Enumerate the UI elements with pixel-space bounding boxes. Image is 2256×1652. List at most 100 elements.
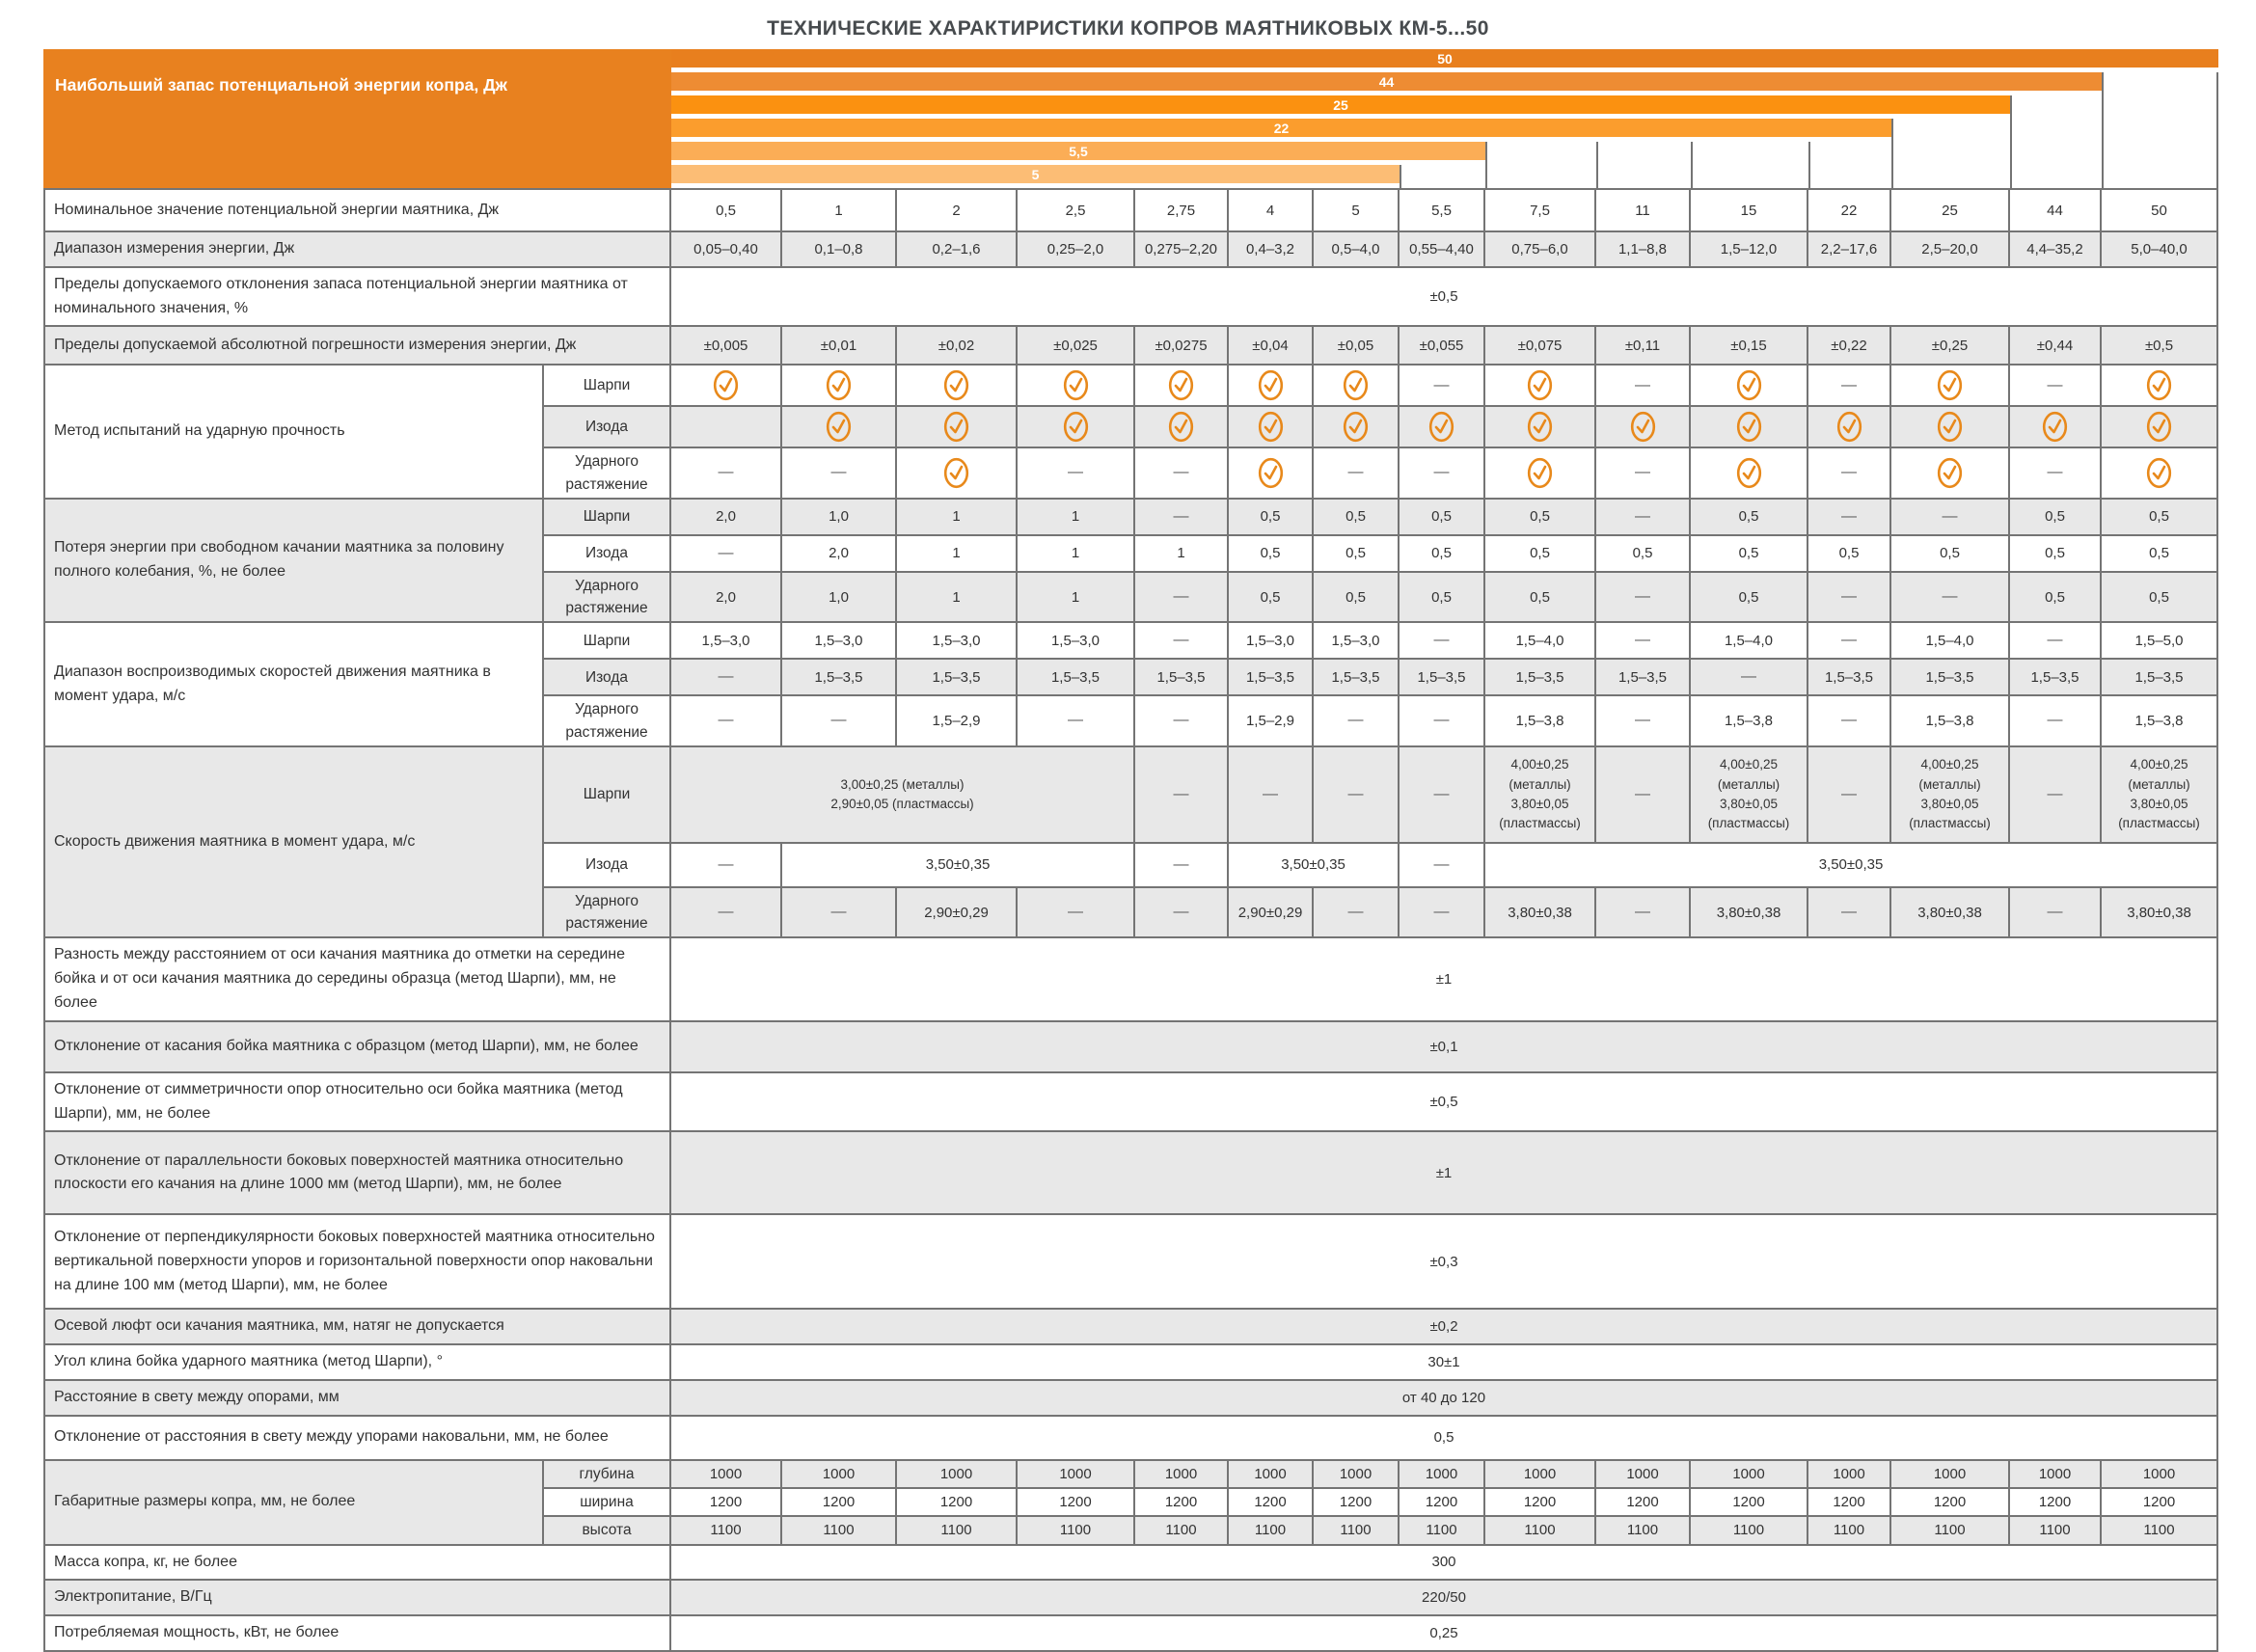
- table-cell: [780, 364, 897, 408]
- table-cell: —: [2008, 745, 2102, 844]
- table-cell: 1100: [2008, 1515, 2102, 1546]
- table-cell: —: [1133, 885, 1229, 939]
- support-symmetry-deviation-label: Отклонение от симметричности опор относи…: [43, 1070, 671, 1133]
- table-cell: [1016, 364, 1135, 408]
- table-cell: 0,5: [2100, 533, 2218, 573]
- table-cell: ±0,5: [669, 265, 2218, 328]
- deviation-limits-label: Пределы допускаемого отклонения запаса п…: [43, 265, 671, 328]
- table-cell: [1889, 364, 2010, 408]
- table-cell: —: [1689, 658, 1808, 697]
- speed-range-sharpy-sublabel: Шарпи: [542, 621, 671, 661]
- spec-table: Номинальное значение потенциальной энерг…: [43, 188, 2218, 1652]
- table-cell: 2,0: [780, 533, 897, 573]
- bar-label: 22: [1273, 120, 1290, 136]
- table-cell: 1,5–2,9: [895, 694, 1018, 747]
- table-cell: —: [1133, 570, 1229, 624]
- table-cell: 0,5: [1483, 497, 1596, 536]
- table-cell: 0,5: [1312, 570, 1400, 624]
- table-cell: ±1: [669, 936, 2218, 1022]
- table-cell: [1227, 447, 1314, 500]
- table-cell: 1200: [1227, 1487, 1314, 1518]
- dimensions-width-sublabel: ширина: [542, 1487, 671, 1518]
- check-icon: [2146, 370, 2172, 401]
- energy-bar: 50: [671, 49, 2218, 72]
- table-cell: ±1: [669, 1130, 2218, 1216]
- table-cell: 1000: [895, 1458, 1018, 1490]
- axial-play-label: Осевой люфт оси качания маятника, мм, на…: [43, 1308, 671, 1346]
- table-cell: 3,50±0,35: [1483, 841, 2218, 888]
- table-cell: 25: [1889, 188, 2010, 232]
- table-cell: 1,5–3,0: [1016, 621, 1135, 661]
- impact-method-tension-sublabel: Ударного растяжение: [542, 447, 671, 500]
- table-cell: —: [1807, 745, 1891, 844]
- table-cell: 0,5: [2008, 497, 2102, 536]
- table-cell: —: [1398, 694, 1485, 747]
- table-cell: —: [1227, 745, 1314, 844]
- table-cell: 1,5–4,0: [1889, 621, 2010, 661]
- table-cell: 1: [780, 188, 897, 232]
- check-icon: [1836, 412, 1862, 443]
- table-cell: 1,5–3,8: [1889, 694, 2010, 747]
- impact-speed-sharpy-sublabel: Шарпи: [542, 745, 671, 844]
- table-cell: 1,5–3,0: [780, 621, 897, 661]
- mass-label: Масса копра, кг, не более: [43, 1543, 671, 1582]
- table-cell: 0,55–4,40: [1398, 230, 1485, 268]
- table-cell: 1,0: [780, 570, 897, 624]
- clearance-deviation-label: Отклонение от расстояния в свету между у…: [43, 1414, 671, 1461]
- table-cell: 1100: [1227, 1515, 1314, 1546]
- table-cell: —: [1889, 570, 2010, 624]
- table-row-nominal-energy: Номинальное значение потенциальной энерг…: [43, 188, 2218, 232]
- table-cell: 1100: [895, 1515, 1018, 1546]
- table-cell: 1,5–3,5: [1016, 658, 1135, 697]
- table-cell: 1100: [1016, 1515, 1135, 1546]
- table-cell: —: [1133, 621, 1229, 661]
- table-cell: 1100: [1312, 1515, 1400, 1546]
- speed-range-izod-sublabel: Изода: [542, 658, 671, 697]
- check-icon: [1527, 412, 1553, 443]
- check-icon: [1527, 458, 1553, 489]
- table-cell: 0,05–0,40: [669, 230, 782, 268]
- table-cell: 4,00±0,25 (металлы) 3,80±0,05 (пластмасс…: [2100, 745, 2218, 844]
- table-cell: —: [1594, 621, 1691, 661]
- check-icon: [826, 370, 852, 401]
- table-cell: ±0,025: [1016, 325, 1135, 366]
- table-cell: 1,5–3,5: [1889, 658, 2010, 697]
- table-row-support-clearance: Расстояние в свету между опорами, мм от 4…: [43, 1378, 2218, 1417]
- table-cell: ±0,04: [1227, 325, 1314, 366]
- table-cell: 1000: [1312, 1458, 1400, 1490]
- table-cell: 0,5: [2100, 497, 2218, 536]
- table-cell: —: [1594, 885, 1691, 939]
- table-cell: ±0,15: [1689, 325, 1808, 366]
- table-cell: [1312, 405, 1400, 449]
- table-cell: 1100: [1594, 1515, 1691, 1546]
- axis-mark-difference-label: Разность между расстоянием от оси качани…: [43, 936, 671, 1022]
- table-cell: ±0,1: [669, 1019, 2218, 1073]
- table-cell: 1,5–3,8: [1483, 694, 1596, 747]
- table-cell: 1,5–12,0: [1689, 230, 1808, 268]
- table-row-energy-range: Диапазон измерения энергии, Дж 0,05–0,40 0…: [43, 230, 2218, 268]
- table-cell: 1100: [669, 1515, 782, 1546]
- table-cell: 5: [1312, 188, 1400, 232]
- table-cell: 1000: [1483, 1458, 1596, 1490]
- table-cell: 1,5–3,5: [2100, 658, 2218, 697]
- table-cell: 0,5: [1227, 570, 1314, 624]
- table-row-impact-method-tension: Ударного растяжение — — — — — — — — —: [44, 447, 2218, 500]
- energy-bar: 5,5: [671, 142, 1485, 165]
- table-cell: 0,5: [1889, 533, 2010, 573]
- check-icon: [1527, 370, 1553, 401]
- table-cell: 1,5–3,5: [1133, 658, 1229, 697]
- bar-label: 44: [1378, 73, 1395, 90]
- table-cell: 1100: [1133, 1515, 1229, 1546]
- table-cell: 1000: [1689, 1458, 1808, 1490]
- table-cell: —: [2008, 885, 2102, 939]
- table-cell: —: [2008, 364, 2102, 408]
- table-cell: [1016, 405, 1135, 449]
- perpendicularity-deviation-label: Отклонение от перпендикулярности боковых…: [43, 1213, 671, 1311]
- table-row-power-supply: Электропитание, В/Гц 220/50: [43, 1579, 2218, 1617]
- bar-chart-bars: 50 44 25 22 5,5 5: [671, 49, 2218, 188]
- check-icon: [1063, 370, 1088, 401]
- check-icon: [1168, 370, 1194, 401]
- table-cell: —: [1594, 364, 1691, 408]
- table-cell: 1000: [1398, 1458, 1485, 1490]
- table-cell: 2,0: [669, 570, 782, 624]
